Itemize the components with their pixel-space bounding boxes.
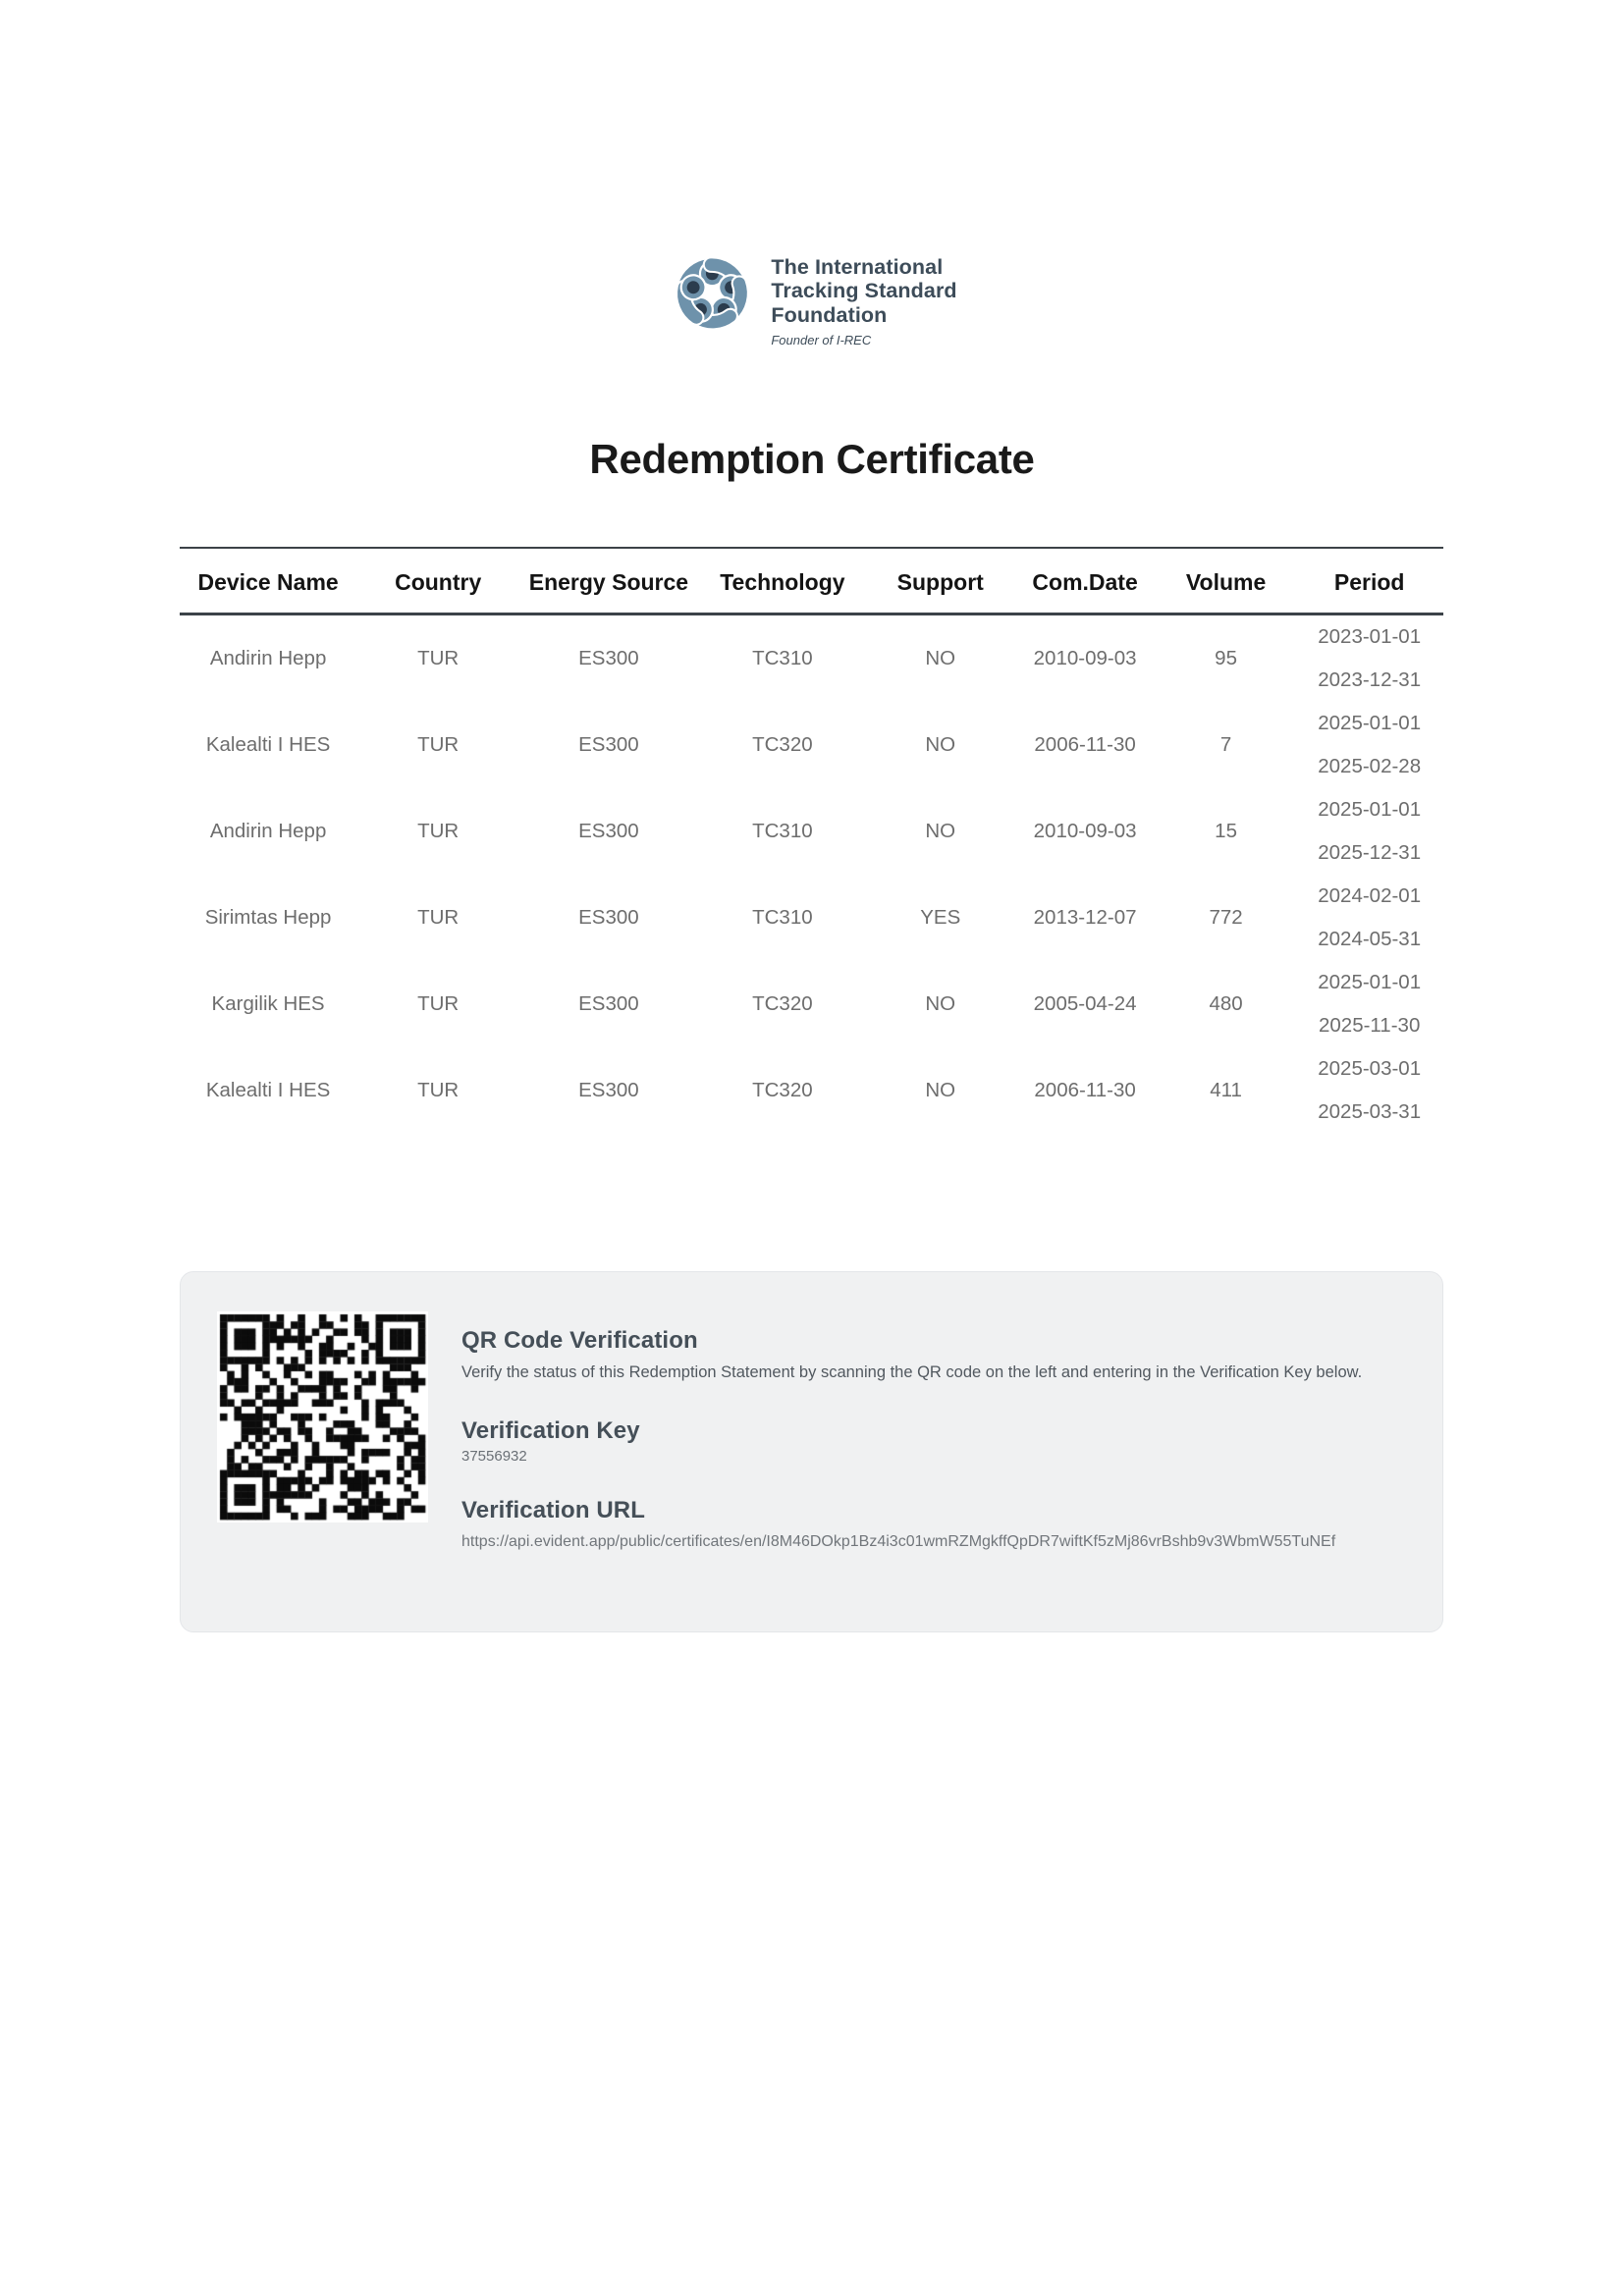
column-header-volume: Volume	[1156, 547, 1296, 615]
cell-country: TUR	[417, 1079, 460, 1101]
period-start-date: 2025-01-01	[1318, 798, 1422, 821]
cell-energy-source: ES300	[578, 647, 639, 669]
cell-country: TUR	[417, 647, 460, 669]
period-start-date: 2023-01-01	[1318, 625, 1422, 648]
table-row: Kargilik HES TUR ES300 TC320 NO 2005-04-…	[180, 961, 1443, 1047]
cell-period: 2025-01-01 2025-11-30	[1295, 961, 1443, 1047]
verification-key-value: 37556932	[461, 1448, 527, 1466]
page-title: Redemption Certificate	[589, 436, 1035, 482]
cell-energy-source: ES300	[578, 906, 639, 929]
itsf-logo-text: The International Tracking Standard Foun…	[771, 255, 956, 347]
cell-volume: 7	[1219, 733, 1232, 756]
cell-technology: TC310	[752, 647, 813, 669]
verification-key-heading: Verification Key	[461, 1417, 640, 1445]
cell-volume: 480	[1209, 992, 1243, 1015]
period-end-date: 2025-11-30	[1319, 1014, 1421, 1037]
logo-line-1: The International	[771, 255, 944, 279]
qr-code	[217, 1311, 428, 1522]
cell-volume: 95	[1215, 647, 1237, 669]
cell-volume: 772	[1209, 906, 1243, 929]
cell-support: NO	[925, 820, 956, 842]
table-row: Kalealti I HES TUR ES300 TC320 NO 2006-1…	[180, 702, 1443, 788]
cell-support: NO	[925, 1079, 956, 1101]
cell-country: TUR	[417, 733, 460, 756]
table-body: Andirin Hepp TUR ES300 TC310 NO 2010-09-…	[180, 614, 1443, 1135]
period-start-date: 2025-01-01	[1318, 971, 1422, 993]
cell-country: TUR	[417, 906, 460, 929]
qr-verification-heading: QR Code Verification	[461, 1327, 698, 1354]
column-header-device-name: Device Name	[180, 547, 357, 615]
cell-com-date: 2006-11-30	[1034, 1079, 1136, 1101]
column-header-country: Country	[356, 547, 520, 615]
cell-support: NO	[925, 647, 956, 669]
cell-country: TUR	[417, 992, 460, 1015]
table-row: Andirin Hepp TUR ES300 TC310 NO 2010-09-…	[180, 788, 1443, 875]
cell-energy-source: ES300	[578, 992, 639, 1015]
cell-device-name: Sirimtas Hepp	[204, 906, 332, 929]
logo-tagline: Founder of I-REC	[771, 332, 872, 347]
verification-url-value: https://api.evident.app/public/certifica…	[461, 1533, 1336, 1551]
period-start-date: 2025-01-01	[1318, 712, 1422, 734]
cell-energy-source: ES300	[578, 820, 639, 842]
verification-info: QR Code Verification Verify the status o…	[461, 1327, 1434, 1556]
period-end-date: 2025-03-31	[1318, 1100, 1422, 1123]
cell-support: YES	[920, 906, 961, 929]
period-end-date: 2025-02-28	[1318, 755, 1422, 777]
verification-key-group: Verification Key 37556932	[461, 1417, 1434, 1465]
verification-url-group: Verification URL https://api.evident.app…	[461, 1497, 1434, 1556]
cell-com-date: 2013-12-07	[1033, 906, 1137, 929]
cell-period: 2023-01-01 2023-12-31	[1295, 614, 1443, 703]
qr-verification-description: Verify the status of this Redemption Sta…	[461, 1363, 1363, 1381]
cell-period: 2025-01-01 2025-12-31	[1295, 788, 1443, 875]
cell-com-date: 2010-09-03	[1033, 820, 1137, 842]
cell-com-date: 2005-04-24	[1033, 992, 1137, 1015]
cell-energy-source: ES300	[578, 733, 639, 756]
cell-volume: 411	[1210, 1079, 1242, 1101]
cell-com-date: 2006-11-30	[1034, 733, 1136, 756]
cell-period: 2025-03-01 2025-03-31	[1295, 1047, 1443, 1134]
cell-device-name: Kargilik HES	[211, 992, 325, 1015]
cell-energy-source: ES300	[578, 1079, 639, 1101]
cell-support: NO	[925, 992, 956, 1015]
column-header-support: Support	[867, 547, 1014, 615]
logo-line-3: Foundation	[771, 302, 888, 327]
logo-line-2: Tracking Standard	[771, 279, 957, 303]
column-header-period: Period	[1295, 547, 1443, 615]
verification-panel: QR Code Verification Verify the status o…	[180, 1271, 1443, 1632]
cell-country: TUR	[417, 820, 460, 842]
period-end-date: 2023-12-31	[1318, 668, 1422, 691]
table-row: Kalealti I HES TUR ES300 TC320 NO 2006-1…	[180, 1047, 1443, 1134]
period-start-date: 2025-03-01	[1318, 1057, 1422, 1080]
period-end-date: 2025-12-31	[1318, 841, 1422, 864]
cell-device-name: Kalealti I HES	[205, 733, 331, 756]
cell-technology: TC320	[752, 1079, 813, 1101]
verification-url-heading: Verification URL	[461, 1497, 645, 1524]
itsf-logo: The International Tracking Standard Foun…	[667, 248, 957, 347]
period-end-date: 2024-05-31	[1318, 928, 1422, 950]
itsf-knot-icon	[676, 256, 749, 331]
cell-technology: TC320	[752, 733, 813, 756]
redemption-table: Device Name Country Energy Source Techno…	[180, 547, 1443, 1134]
cell-technology: TC320	[752, 992, 813, 1015]
table-row: Sirimtas Hepp TUR ES300 TC310 YES 2013-1…	[180, 875, 1443, 961]
cell-support: NO	[925, 733, 956, 756]
cell-device-name: Kalealti I HES	[205, 1079, 331, 1101]
table-row: Andirin Hepp TUR ES300 TC310 NO 2010-09-…	[180, 614, 1443, 703]
cell-com-date: 2010-09-03	[1033, 647, 1137, 669]
cell-device-name: Andirin Hepp	[209, 647, 327, 669]
column-header-technology: Technology	[697, 547, 868, 615]
cell-device-name: Andirin Hepp	[209, 820, 327, 842]
cell-technology: TC310	[752, 820, 813, 842]
cell-period: 2024-02-01 2024-05-31	[1295, 875, 1443, 961]
cell-technology: TC310	[752, 906, 813, 929]
period-start-date: 2024-02-01	[1318, 884, 1422, 907]
cell-volume: 15	[1215, 820, 1237, 842]
cell-period: 2025-01-01 2025-02-28	[1295, 702, 1443, 788]
table-header: Device Name Country Energy Source Techno…	[180, 547, 1443, 615]
column-header-energy-source: Energy Source	[519, 547, 698, 615]
column-header-com-date: Com.Date	[1013, 547, 1157, 615]
